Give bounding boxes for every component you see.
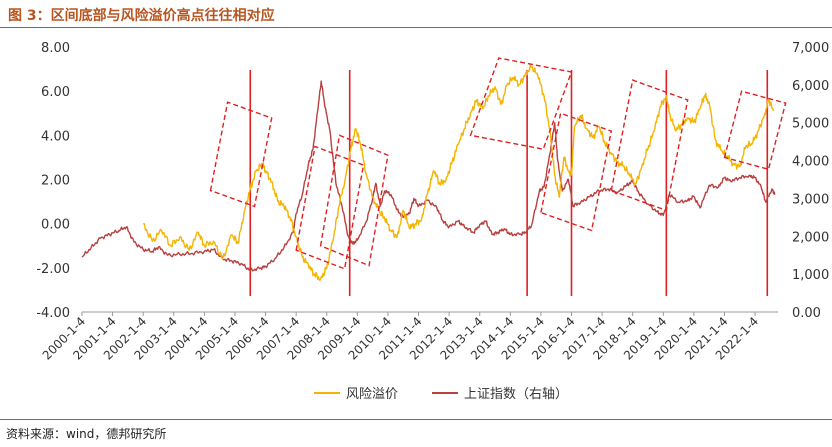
highlight-box: [540, 112, 613, 232]
highlight-box: [469, 57, 573, 150]
footer-divider: [0, 419, 832, 420]
header-divider: [0, 27, 832, 28]
left-axis-tick: -2.00: [36, 262, 70, 277]
right-axis-tick: 5,000: [792, 117, 829, 132]
legend: 风险溢价 上证指数（右轴）: [314, 387, 568, 402]
line-chart: 8.00 6.00 4.00 2.00 0.00 -2.00 -4.00 7,000 6,00…: [36, 41, 829, 402]
right-axis-tick: 6,000: [792, 79, 829, 94]
left-axis-tick: -4.00: [36, 306, 70, 321]
right-axis-tick: 4,000: [792, 155, 829, 170]
highlight-box: [723, 90, 787, 171]
left-axis-tick: 8.00: [41, 41, 70, 56]
highlight-boxes: [209, 57, 787, 270]
right-axis-tick: 1,000: [792, 268, 829, 283]
legend-label-index: 上证指数（右轴）: [464, 387, 568, 402]
highlight-box: [319, 134, 389, 267]
left-axis-tick: 4.00: [41, 129, 70, 144]
right-axis-tick: 0.00: [792, 306, 821, 321]
legend-label-premium: 风险溢价: [346, 387, 398, 402]
series-premium-line: [143, 64, 775, 282]
left-axis-tick: 6.00: [41, 85, 70, 100]
figure-title: 图 3：区间底部与风险溢价高点往往相对应: [8, 8, 275, 24]
series-lines: [81, 64, 776, 282]
left-axis-ticks: 8.00 6.00 4.00 2.00 0.00 -2.00 -4.00: [36, 41, 70, 321]
highlight-box: [295, 145, 365, 270]
series-index-line: [81, 80, 776, 272]
right-axis-ticks: 7,000 6,000 5,000 4,000 3,000 2,000 1,000 0.00: [792, 41, 829, 321]
chart-header: 图 3：区间底部与风险溢价高点往往相对应: [0, 0, 832, 28]
right-axis-tick: 3,000: [792, 192, 829, 207]
right-axis-tick: 2,000: [792, 230, 829, 245]
x-axis: 2000-1-42001-1-42002-1-42003-1-42004-1-4…: [40, 311, 778, 363]
source-note: 资料来源：wind，德邦研究所: [6, 427, 167, 441]
left-axis-tick: 0.00: [41, 218, 70, 233]
right-axis-tick: 7,000: [792, 41, 829, 56]
highlight-box: [610, 79, 689, 212]
left-axis-tick: 2.00: [41, 174, 70, 189]
vertical-markers: [249, 70, 769, 296]
highlight-box: [209, 101, 273, 208]
